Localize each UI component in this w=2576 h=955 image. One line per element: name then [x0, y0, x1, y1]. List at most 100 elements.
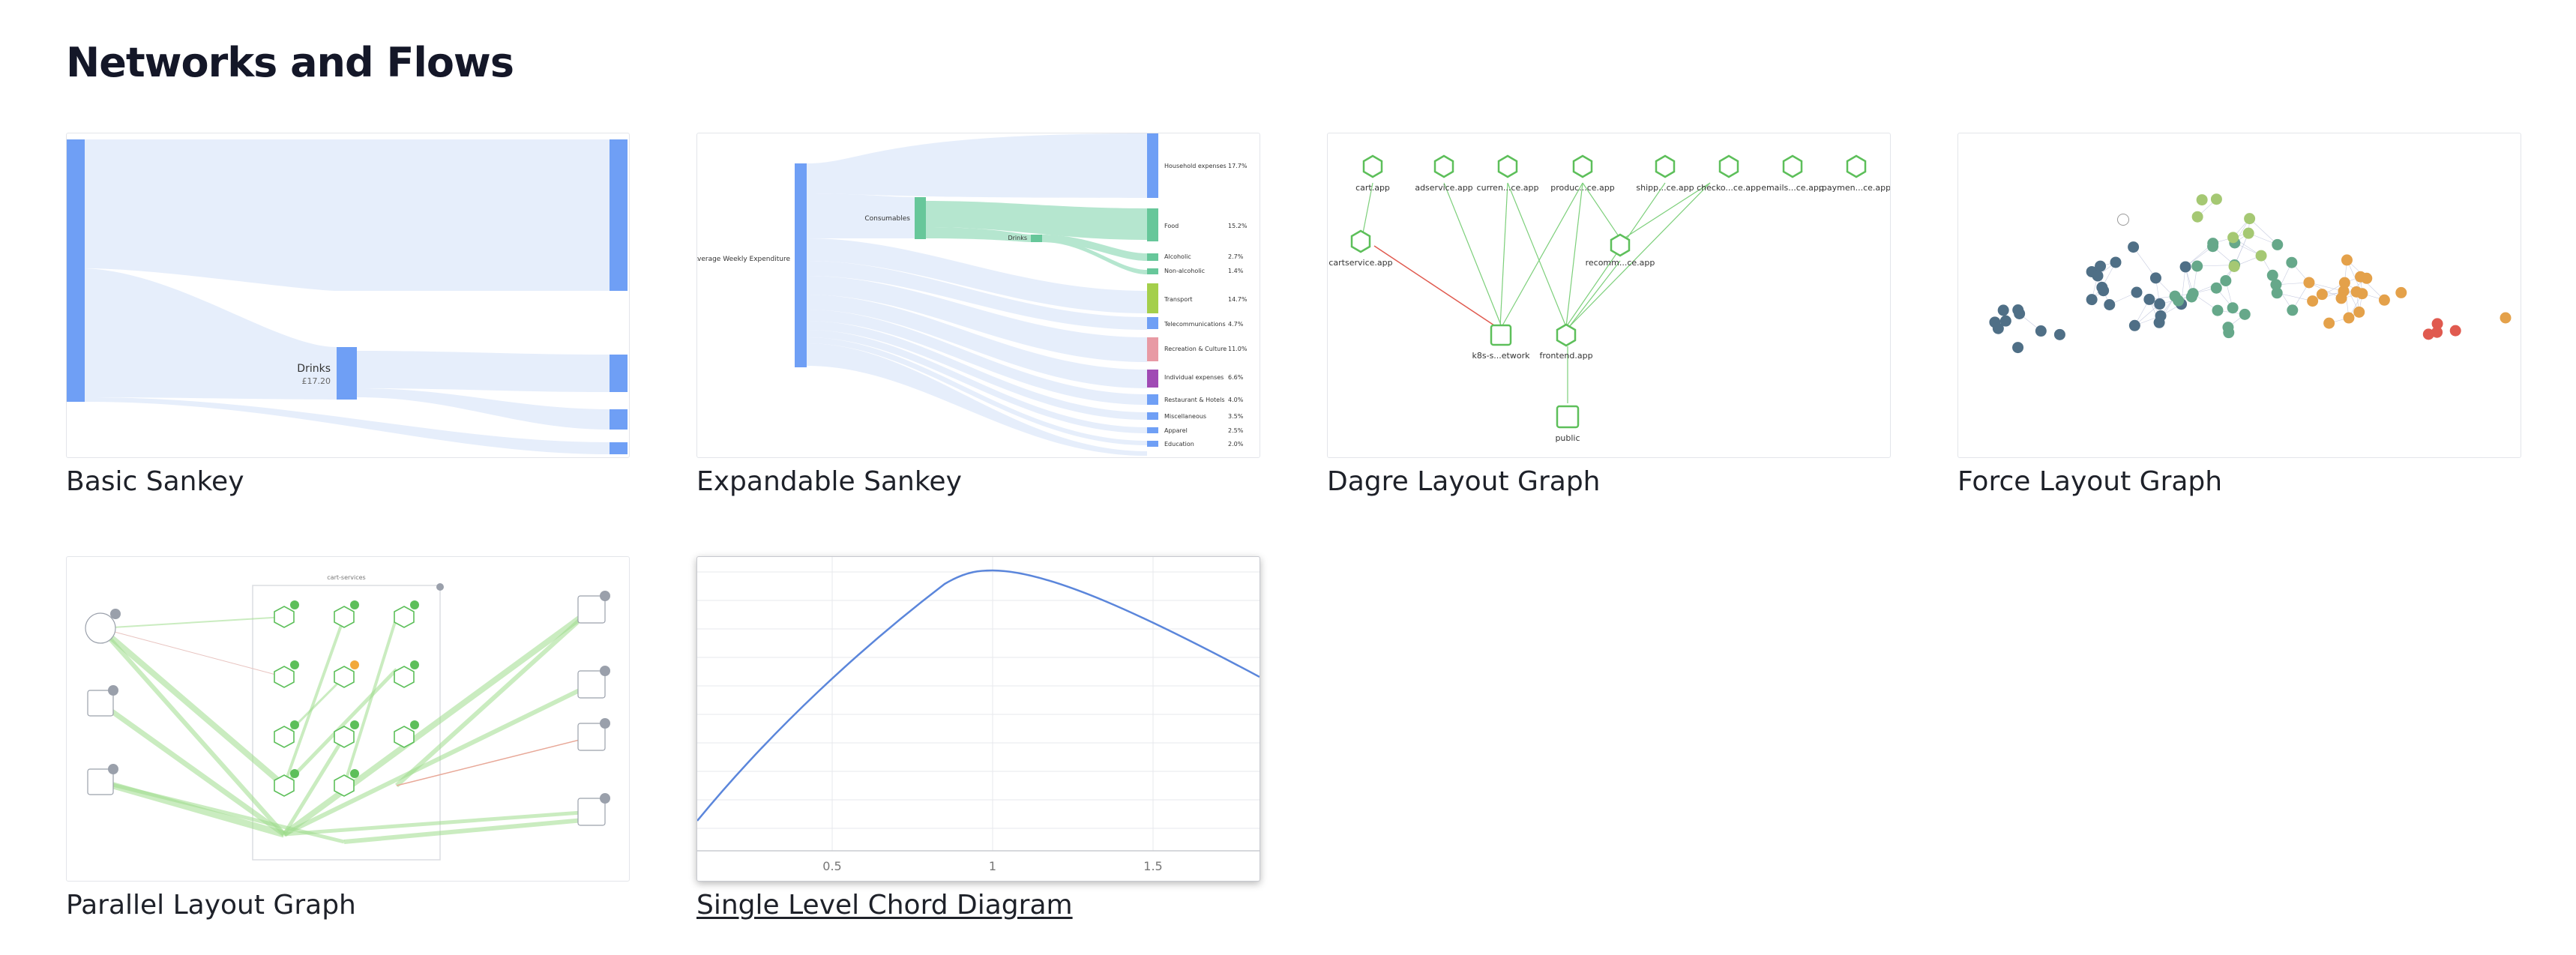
sankey-node-consumables [915, 197, 926, 239]
card-single-level-chord-diagram[interactable]: 0.5 1 1.5 Single Level Chord Diagram [696, 556, 1260, 922]
graph-node [2053, 328, 2065, 340]
hexagon-node-icon [1497, 154, 1518, 178]
graph-node [2378, 294, 2390, 306]
hexagon-node-icon [1782, 154, 1803, 178]
hexagon-node-icon [1350, 229, 1371, 253]
sankey-row-label: Transport [1164, 296, 1193, 303]
sankey-node [1147, 394, 1158, 405]
card-caption[interactable]: Expandable Sankey [696, 466, 962, 497]
sankey-row-label: Apparel [1164, 427, 1188, 434]
sankey-row-label: Household expenses [1164, 163, 1227, 169]
card-dagre-layout-graph[interactable]: cart.app adservice.app curren...ce.app p… [1327, 133, 1891, 498]
graph-edge [2133, 247, 2156, 279]
graph-node-label: cartservice.app [1328, 258, 1392, 268]
graph-node [2242, 227, 2254, 239]
card-caption[interactable]: Basic Sankey [66, 466, 244, 497]
card-basic-sankey[interactable]: Drinks £17.20 Basic Sankey [66, 133, 630, 498]
graph-node [2012, 342, 2024, 354]
graph-node [2128, 319, 2140, 331]
hexagon-node-icon [1610, 233, 1631, 257]
graph-node [2096, 281, 2108, 293]
sankey-row-label: Food [1164, 223, 1179, 229]
hexagon-node-icon [274, 726, 295, 748]
basic-sankey-thumbnail[interactable]: Drinks £17.20 [66, 133, 630, 458]
sankey-link [357, 351, 610, 392]
hexagon-node-icon [274, 606, 295, 628]
card-caption-link[interactable]: Single Level Chord Diagram [696, 890, 1073, 921]
card-force-layout-graph[interactable]: Force Layout Graph [1957, 133, 2521, 498]
graph-node [2286, 256, 2298, 268]
graph-node [2303, 277, 2315, 289]
sankey-row-pct: 2.0% [1228, 441, 1244, 448]
sankey-node-drinks [1031, 235, 1042, 242]
card-parallel-layout-graph[interactable]: cart-services [66, 556, 630, 922]
sankey-row-label: Non-alcoholic [1164, 268, 1205, 274]
sankey-row-label: Individual expenses [1164, 374, 1224, 381]
graph-node [2012, 304, 2024, 316]
hexagon-node-icon [274, 774, 295, 797]
force-graph-preview [1989, 193, 2512, 354]
graph-node [2179, 261, 2191, 273]
hexagon-node-icon [334, 774, 355, 797]
graph-node [2220, 274, 2232, 286]
parallel-graph-thumbnail[interactable]: cart-services [66, 556, 630, 882]
sankey-node [1147, 337, 1158, 361]
card-caption[interactable]: Dagre Layout Graph [1327, 466, 1601, 497]
sankey-node-target [610, 442, 628, 454]
chord-diagram-thumbnail[interactable]: 0.5 1 1.5 [696, 556, 1260, 882]
x-tick-label: 1.5 [1143, 859, 1162, 873]
graph-node [2187, 288, 2199, 300]
graph-node [2154, 298, 2166, 310]
hexagon-node-icon [334, 666, 355, 688]
hexagon-node-icon [394, 666, 415, 688]
hexagon-node-icon [274, 666, 295, 688]
group-title: cart-services [327, 574, 365, 581]
sankey-node [1147, 412, 1158, 420]
graph-node [2104, 298, 2116, 310]
sankey-row-pct: 11.0% [1228, 346, 1248, 352]
sankey-link [807, 133, 1147, 198]
sankey-link-green [926, 227, 1031, 242]
sankey-link-green [926, 201, 1147, 240]
card-expandable-sankey[interactable]: Average Weekly Expenditure Consumables D… [696, 133, 1260, 498]
graph-node [2449, 325, 2461, 337]
sankey-row-pct: 1.4% [1228, 268, 1244, 274]
sankey-row-pct: 2.7% [1228, 253, 1244, 260]
card-caption[interactable]: Parallel Layout Graph [66, 890, 356, 921]
sankey-node [1147, 253, 1158, 261]
graph-node [2244, 213, 2256, 225]
graph-node [2155, 310, 2167, 322]
card-caption[interactable]: Force Layout Graph [1957, 466, 2223, 497]
graph-node-label: frontend.app [1539, 351, 1592, 361]
sankey-link [807, 238, 1147, 313]
sankey-node-target [610, 139, 628, 291]
sankey-row-label: Alcoholic [1164, 253, 1191, 260]
sankey-row-label: Miscellaneous [1164, 413, 1206, 420]
graph-node [2287, 304, 2299, 316]
graph-node [2355, 271, 2367, 283]
sankey-node [1147, 370, 1158, 388]
expandable-sankey-thumbnail[interactable]: Average Weekly Expenditure Consumables D… [696, 133, 1260, 458]
graph-node [2035, 325, 2047, 337]
graph-node [2353, 306, 2365, 318]
force-graph-thumbnail[interactable] [1957, 133, 2521, 458]
graph-node [2316, 289, 2328, 301]
graph-node [2307, 295, 2319, 307]
graph-node [2431, 318, 2443, 330]
sankey-node [1147, 317, 1158, 329]
hexagon-node-icon [1362, 154, 1383, 178]
service-node-icon [577, 798, 606, 826]
sankey-row-label: Recreation & Culture [1164, 346, 1227, 352]
graph-node-label: checko...ce.app [1697, 183, 1761, 193]
graph-node [2323, 317, 2335, 329]
sankey-mid-label: Consumables [864, 215, 910, 223]
graph-node-label: cart.app [1355, 183, 1390, 193]
basic-sankey-preview: Drinks £17.20 [67, 139, 628, 454]
dagre-graph-thumbnail[interactable]: cart.app adservice.app curren...ce.app p… [1327, 133, 1891, 458]
sankey-link [807, 261, 1147, 330]
graph-node [2092, 270, 2104, 282]
graph-edge [2193, 280, 2226, 294]
graph-node [2223, 327, 2235, 339]
graph-node [2343, 312, 2355, 324]
graph-node [2272, 238, 2284, 250]
